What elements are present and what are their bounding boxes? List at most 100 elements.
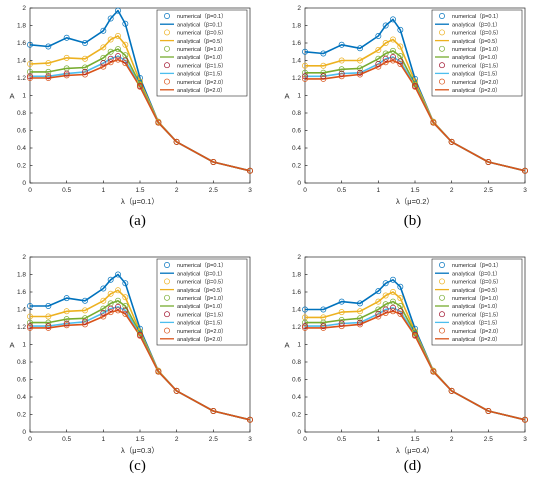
legend-marker-2 [164, 29, 170, 36]
legend-entry-1: analytical（β=0.1） [177, 21, 226, 28]
legend-entry-3: analytical（β=0.5） [452, 38, 501, 45]
legend-marker-8 [439, 78, 445, 85]
data-point-6-6 [390, 54, 396, 60]
data-point-6-5 [382, 55, 389, 62]
data-point-2-0 [27, 313, 33, 320]
data-point-8-1 [45, 324, 52, 331]
chart-panel-a: 0 0.5 1 1.5 2 2.5 3 0 0.2 0.4 0.6 0.8 1 1.2 1.4 1.6 1.8 2… [0, 0, 275, 241]
y-tick-label: 1.6 [292, 289, 301, 296]
legend-entry-9: analytical（β=2.0） [177, 336, 226, 343]
x-tick-label: 2.5 [209, 436, 218, 443]
x-tick-label: 2 [175, 187, 179, 194]
legend-entry-5: analytical（β=1.0） [452, 303, 501, 310]
data-point-6-4 [100, 60, 107, 67]
x-tick-label: 0 [28, 187, 32, 194]
data-point-6-5 [107, 305, 114, 312]
data-point-4-3 [82, 64, 88, 71]
data-point-2-5 [107, 36, 114, 43]
legend-marker-8 [439, 327, 445, 334]
legend-entry-6: numerical（β=1.5） [177, 311, 227, 318]
data-point-8-6 [390, 308, 396, 315]
chart-d-svg: 0 0.5 1 1.5 2 2.5 3 0 0.2 0.4 0.6 0.8 1 1.2 1.4 1.6 1.8 2… [284, 254, 528, 455]
data-point-0-3 [357, 300, 363, 307]
data-point-2-8 [412, 328, 418, 335]
legend-entry-8: numerical（β=2.0） [177, 328, 227, 335]
chart-panel-b: 0 0.5 1 1.5 2 2.5 3 0 0.2 0.4 0.6 0.8 1 1.2 1.4 1.6 1.8 2… [275, 0, 550, 241]
data-point-0-7 [122, 20, 129, 27]
data-point-2-4 [375, 47, 382, 53]
data-point-4-7 [122, 303, 129, 309]
data-point-6-0 [27, 73, 33, 80]
data-point-2-0 [302, 62, 308, 69]
y-tick-label: 1.6 [17, 40, 26, 47]
data-point-8-10 [448, 138, 455, 145]
data-point-0-2 [338, 298, 345, 305]
data-point-6-0 [302, 323, 308, 330]
x-tick-label: 2 [450, 187, 454, 194]
data-point-0-0 [27, 41, 33, 48]
y-tick-label: 1.8 [292, 272, 301, 279]
x-tick-label: 0.5 [337, 436, 346, 443]
chart-panel-c: 0 0.5 1 1.5 2 2.5 3 0 0.2 0.4 0.6 0.8 1 1.2 1.4 1.6 1.8 2… [0, 241, 275, 482]
data-point-6-4 [100, 310, 107, 316]
legend-marker-8 [164, 78, 170, 85]
data-point-8-7 [397, 61, 404, 67]
data-point-4-1 [320, 69, 327, 76]
data-point-4-3 [357, 65, 363, 72]
data-point-0-8 [137, 75, 143, 81]
data-point-2-0 [27, 61, 33, 67]
data-point-4-5 [107, 48, 114, 55]
data-point-8-2 [63, 72, 70, 79]
data-point-8-7 [122, 310, 129, 317]
data-point-2-5 [382, 40, 389, 46]
y-axis-label: A [9, 92, 14, 101]
data-point-6-7 [397, 58, 404, 65]
data-point-4-2 [338, 317, 345, 323]
data-point-2-4 [100, 44, 107, 51]
data-point-8-9 [430, 119, 437, 126]
data-point-4-6 [115, 46, 121, 53]
data-point-6-1 [45, 73, 52, 80]
y-tick-label: 0 [22, 180, 26, 187]
legend-entry-1: analytical（β=0.1） [177, 270, 226, 277]
legend-marker-4 [439, 294, 445, 301]
data-point-8-1 [45, 75, 52, 81]
data-point-6-1 [320, 73, 327, 80]
y-axis-label: A [9, 341, 14, 350]
data-point-8-11 [485, 408, 492, 414]
y-tick-label: 0.2 [17, 412, 26, 419]
x-tick-label: 1.5 [135, 436, 144, 443]
data-point-2-6 [390, 36, 396, 43]
data-point-6-6 [115, 53, 121, 60]
data-point-6-1 [320, 323, 327, 330]
x-tick-label: 2 [450, 436, 454, 443]
legend-marker-0 [439, 13, 445, 19]
data-point-4-2 [63, 316, 70, 323]
legend-entry-1: analytical（β=0.1） [452, 21, 501, 28]
y-tick-label: 2 [297, 254, 301, 261]
data-point-0-5 [107, 276, 114, 283]
data-point-2-3 [82, 307, 88, 314]
y-tick-label: 1.2 [17, 75, 26, 82]
y-tick-label: 1.6 [292, 40, 301, 47]
x-tick-label: 1.5 [410, 187, 419, 194]
legend-entry-9: analytical（β=2.0） [452, 336, 501, 343]
data-point-8-1 [320, 75, 327, 82]
data-point-8-7 [397, 310, 404, 317]
data-point-8-6 [115, 56, 121, 63]
y-tick-label: 0.6 [292, 128, 301, 135]
legend-entry-2: numerical（β=0.5） [452, 30, 502, 37]
legend-entry-9: analytical（β=2.0） [452, 87, 501, 94]
data-point-8-0 [302, 75, 308, 82]
x-tick-label: 3 [248, 187, 252, 194]
data-point-0-7 [122, 280, 129, 287]
data-point-8-10 [173, 387, 180, 394]
y-tick-label: 1.8 [292, 23, 301, 30]
data-point-0-4 [100, 285, 107, 292]
legend-entry-6: numerical（β=1.5） [452, 62, 502, 69]
y-tick-label: 1 [297, 342, 301, 349]
data-point-0-0 [302, 306, 308, 313]
data-point-2-3 [357, 308, 363, 315]
data-point-2-2 [63, 54, 70, 61]
y-tick-label: 1 [22, 93, 26, 100]
